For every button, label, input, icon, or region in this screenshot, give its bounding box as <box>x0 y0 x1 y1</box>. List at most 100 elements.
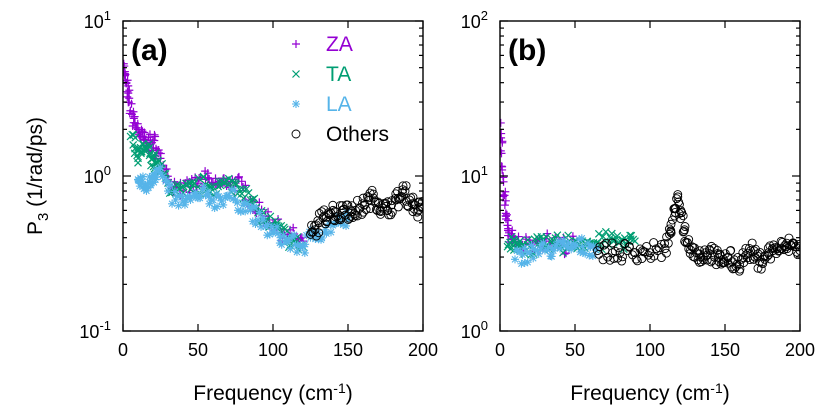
point-la <box>146 181 155 190</box>
point-la <box>523 258 532 267</box>
point-ta <box>186 185 195 194</box>
point-others <box>735 259 744 269</box>
point-others <box>794 240 800 249</box>
point-others <box>738 253 748 263</box>
point-others <box>674 200 684 209</box>
point-others <box>395 194 405 204</box>
point-la <box>246 206 255 215</box>
point-la <box>210 204 219 213</box>
legend-item-ta: TA <box>292 63 351 86</box>
point-la <box>174 201 183 210</box>
point-others <box>766 254 776 264</box>
point-la <box>564 238 573 247</box>
point-la <box>180 200 189 209</box>
point-la <box>170 187 179 196</box>
panel-a-ylabel: P3 (1/rad/ps) <box>24 117 52 235</box>
point-ta <box>134 158 142 167</box>
point-za <box>501 196 510 205</box>
point-la <box>164 187 172 196</box>
point-la <box>213 202 222 211</box>
x-tick-label: 100 <box>258 340 288 360</box>
legend-label-la: LA <box>326 93 352 116</box>
point-others <box>670 208 680 217</box>
point-others <box>306 229 315 239</box>
point-others <box>765 241 775 251</box>
point-others <box>753 263 763 273</box>
point-others <box>640 247 650 257</box>
point-za <box>150 136 159 145</box>
point-la <box>265 230 274 239</box>
point-la <box>267 222 276 231</box>
point-la <box>547 252 556 261</box>
point-za <box>501 187 510 196</box>
legend-label-za: ZA <box>326 33 353 56</box>
point-la <box>251 220 260 229</box>
point-la <box>339 220 348 229</box>
point-others <box>387 207 397 217</box>
point-la <box>263 231 272 240</box>
point-la <box>511 255 519 264</box>
point-others <box>723 252 733 262</box>
point-others <box>358 193 368 203</box>
point-la <box>292 248 301 257</box>
point-la <box>513 246 522 255</box>
series-la <box>511 234 602 268</box>
point-la <box>327 228 335 237</box>
legend-item-others: Others <box>291 123 389 146</box>
point-others <box>401 181 411 191</box>
point-ta <box>173 180 182 189</box>
point-la <box>136 173 145 182</box>
point-others <box>632 256 642 266</box>
point-za <box>132 123 141 132</box>
point-la <box>344 216 352 225</box>
point-others <box>661 248 671 258</box>
point-la <box>284 237 292 246</box>
point-la <box>317 234 326 243</box>
point-others <box>393 202 403 212</box>
point-others <box>680 222 690 231</box>
point-za <box>156 149 165 158</box>
point-others <box>609 253 619 263</box>
point-others <box>620 239 630 249</box>
point-others <box>684 235 694 245</box>
y-tick-label: 101 <box>84 8 111 32</box>
point-la <box>290 230 299 239</box>
point-la <box>195 194 204 203</box>
point-za <box>123 87 132 96</box>
point-la <box>199 183 208 192</box>
point-za <box>130 112 139 121</box>
point-ta <box>199 172 208 181</box>
point-others <box>673 190 683 199</box>
legend-marker-za <box>292 40 300 48</box>
point-others <box>690 243 699 253</box>
point-la <box>158 172 167 181</box>
point-la <box>286 244 295 253</box>
point-la <box>152 173 161 182</box>
point-la <box>142 186 151 195</box>
point-la <box>149 178 158 187</box>
point-others <box>598 255 608 265</box>
point-la <box>531 245 540 254</box>
point-la <box>216 194 225 203</box>
point-la <box>234 206 243 215</box>
point-others <box>328 205 338 215</box>
series-others <box>593 190 800 276</box>
point-ta <box>613 231 622 240</box>
point-others <box>381 199 391 209</box>
panel-b-ticks: 0 50 100 150 200 100 101 102 <box>461 8 815 360</box>
x-tick-label: 150 <box>333 340 363 360</box>
point-la <box>536 245 545 254</box>
panel-a-xlabel: Frequency (cm-1) <box>193 380 353 405</box>
point-others <box>635 244 645 254</box>
point-others <box>613 243 623 253</box>
point-la <box>243 199 252 208</box>
point-la <box>191 193 200 202</box>
point-others <box>313 216 323 226</box>
point-others <box>762 251 772 261</box>
point-la <box>583 239 592 248</box>
point-za <box>124 81 133 90</box>
point-others <box>607 238 617 248</box>
point-ta <box>559 248 567 257</box>
point-la <box>156 168 165 177</box>
point-others <box>409 204 419 214</box>
